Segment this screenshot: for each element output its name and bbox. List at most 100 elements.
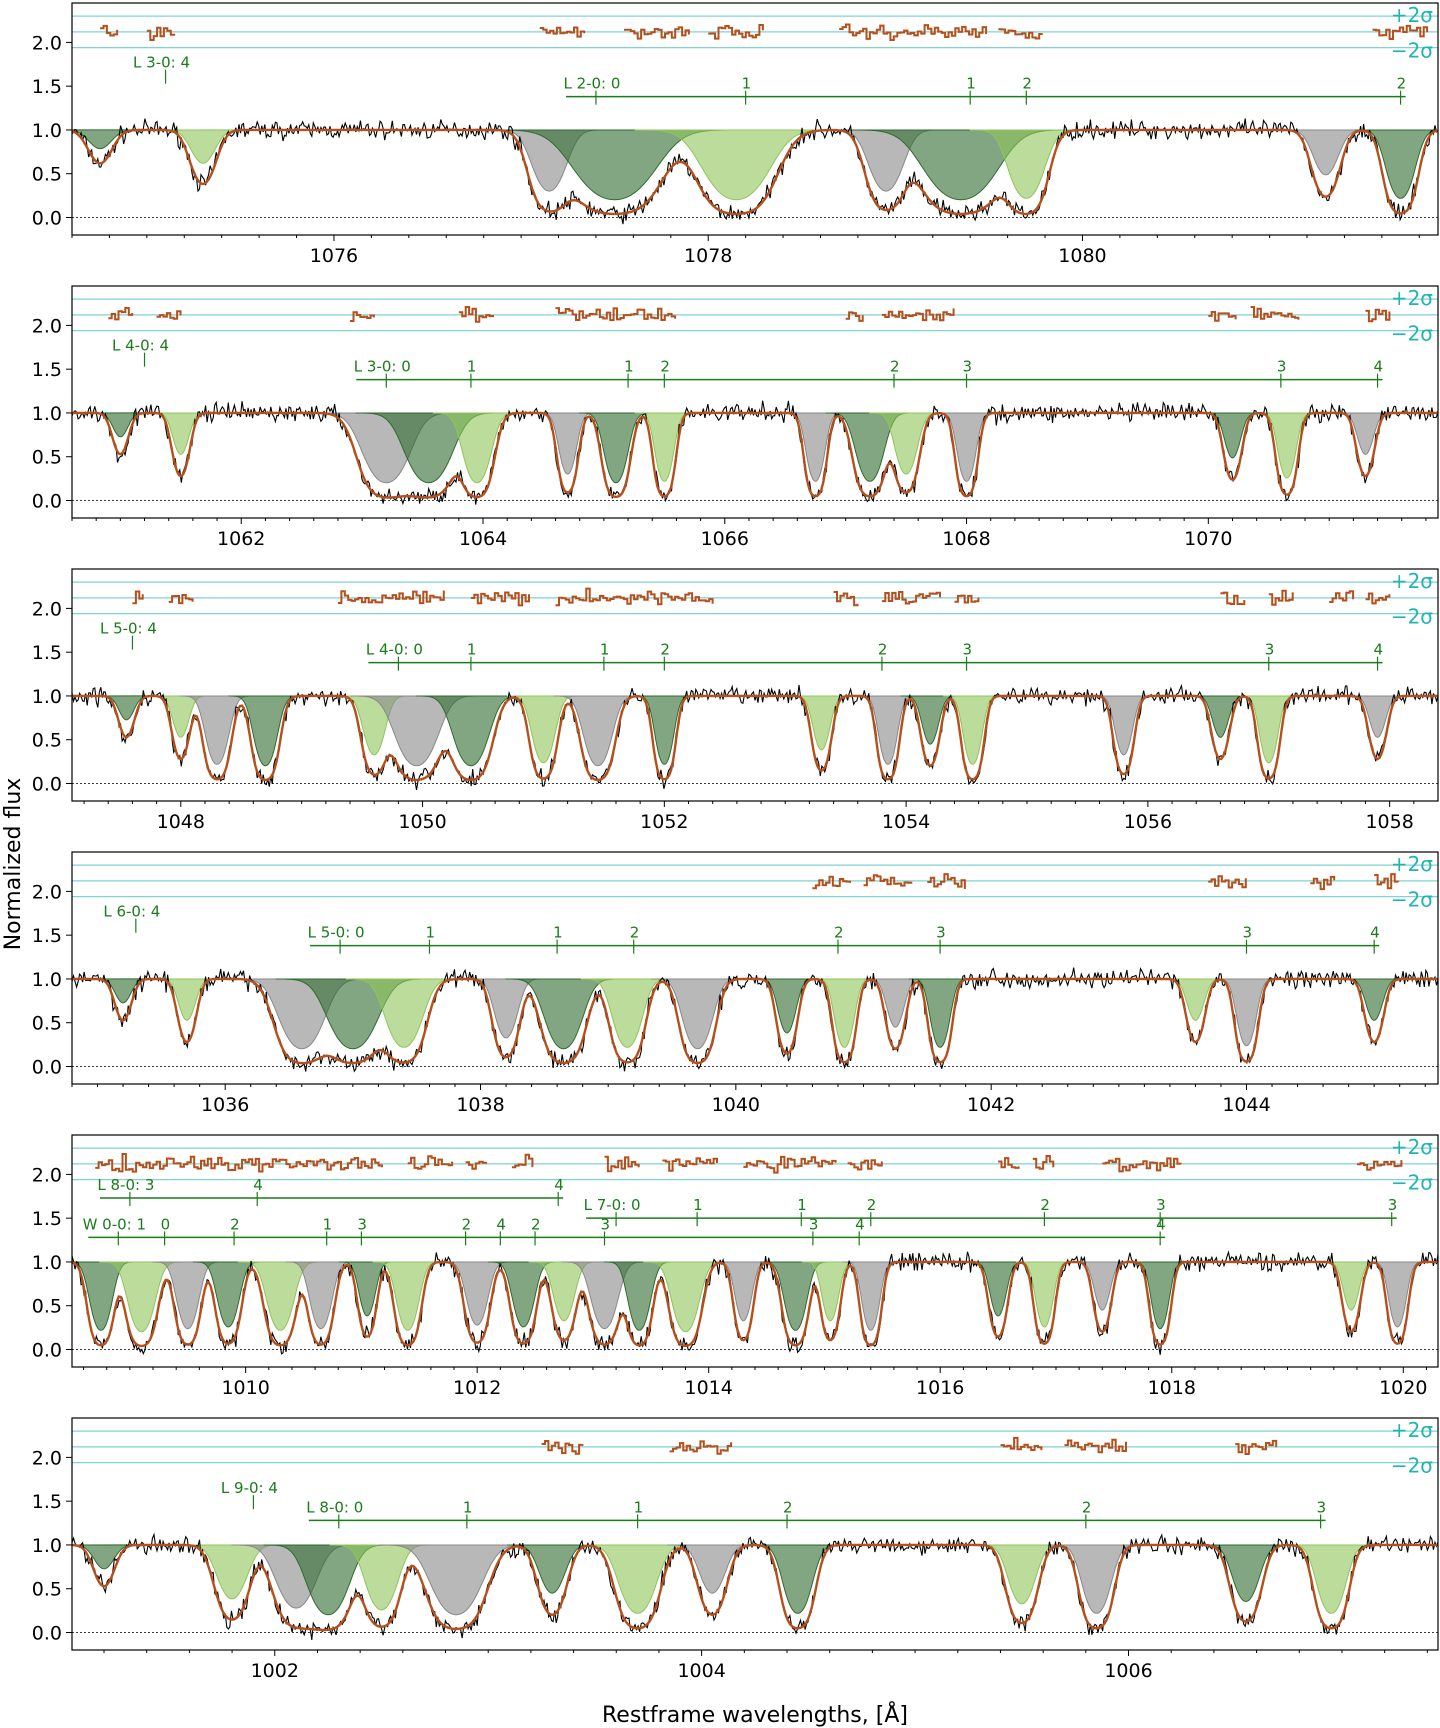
transition-label: 2 bbox=[660, 641, 670, 659]
transition-label: 3 bbox=[963, 358, 973, 376]
residual-segment bbox=[100, 24, 119, 37]
residual-segment bbox=[541, 1440, 584, 1455]
residual-segment bbox=[1250, 306, 1300, 320]
residual-segment bbox=[1032, 1155, 1055, 1170]
residual-segment bbox=[624, 26, 690, 40]
transition-label: 4 bbox=[554, 1176, 564, 1194]
y-tick-label: 0.0 bbox=[32, 490, 62, 512]
x-axis-title: Restframe wavelengths, [Å] bbox=[602, 1701, 908, 1728]
transition-label: 2 bbox=[462, 1215, 472, 1233]
panel-frame bbox=[71, 851, 1439, 1085]
residual-segment bbox=[458, 306, 494, 323]
transition-label: 1 bbox=[742, 75, 752, 93]
transition-label: 1 bbox=[467, 641, 477, 659]
panel-frame bbox=[71, 285, 1439, 519]
residual-segment bbox=[1365, 592, 1391, 605]
plot-area: L 6-0: 4 L 5-0: 0 1 1 2 2 3 3 4 bbox=[72, 864, 1438, 1073]
plot-area: L 4-0: 4 L 3-0: 0 1 1 2 2 3 3 4 bbox=[72, 298, 1438, 506]
y-tick-label: 1.5 bbox=[32, 76, 62, 98]
y-tick-label: 0.5 bbox=[32, 730, 62, 752]
x-tick-label: 1052 bbox=[640, 811, 688, 833]
x-tick-label: 1050 bbox=[398, 811, 446, 833]
component-profile bbox=[432, 412, 521, 484]
transition-label: 2 bbox=[660, 358, 670, 376]
x-tick-label: 1080 bbox=[1058, 245, 1106, 267]
x-tick-label: 1066 bbox=[701, 528, 749, 550]
x-tick-label: 1018 bbox=[1148, 1377, 1196, 1399]
transition-label: 2 bbox=[630, 924, 640, 942]
y-tick-label: 1.5 bbox=[32, 1491, 62, 1513]
residual-segment bbox=[95, 1153, 383, 1173]
residual-segment bbox=[845, 311, 864, 322]
y-tick-label: 0.5 bbox=[32, 164, 62, 186]
sigma-plus-label: +2σ bbox=[1391, 569, 1433, 593]
model-fit-line bbox=[72, 1543, 1438, 1632]
model-fit-line bbox=[72, 411, 1438, 499]
component-profile bbox=[580, 978, 674, 1048]
residual-segment bbox=[847, 1159, 883, 1171]
transition-label: 0 bbox=[161, 1215, 171, 1233]
sigma-plus-label: +2σ bbox=[1391, 852, 1433, 876]
residual-segment bbox=[539, 26, 586, 38]
model-fit-line bbox=[72, 1260, 1438, 1348]
y-tick-label: 0.5 bbox=[32, 1579, 62, 1601]
x-tick-label: 1076 bbox=[310, 245, 358, 267]
x-tick-label: 1070 bbox=[1184, 528, 1232, 550]
residual-segment bbox=[881, 308, 955, 322]
plot-area: L 3-0: 4 L 2-0: 0 1 1 2 2 bbox=[72, 15, 1438, 225]
sigma-plus-label: +2σ bbox=[1391, 286, 1433, 310]
x-tick-label: 1078 bbox=[684, 245, 732, 267]
panel-frame bbox=[71, 1417, 1439, 1651]
transition-label: 3 bbox=[1243, 924, 1253, 942]
y-axis-title: Normalized flux bbox=[1, 778, 26, 951]
plot-area: L 9-0: 4 L 8-0: 0 1 1 2 2 3 bbox=[72, 1430, 1438, 1640]
residual-segment bbox=[156, 310, 182, 320]
sigma-minus-label: −2σ bbox=[1391, 605, 1433, 629]
transition-label: L 4-0: 0 bbox=[366, 641, 423, 659]
residual-segment bbox=[863, 874, 913, 887]
y-tick-label: 1.0 bbox=[32, 1252, 62, 1274]
transition-label: 4 bbox=[855, 1215, 865, 1233]
component-profile bbox=[345, 978, 462, 1048]
transition-label: 2 bbox=[783, 1498, 793, 1516]
x-tick-label: 1002 bbox=[251, 1660, 299, 1682]
residual-segment bbox=[1000, 1436, 1043, 1451]
component-profile bbox=[579, 1544, 696, 1614]
plot-area: L 5-0: 4 L 4-0: 0 1 1 2 2 3 3 4 bbox=[72, 581, 1438, 790]
transition-label: L 8-0: 3 bbox=[97, 1176, 154, 1194]
transition-label: 4 bbox=[496, 1215, 506, 1233]
transition-label: 3 bbox=[1265, 641, 1275, 659]
transition-label: 1 bbox=[624, 358, 634, 376]
transition-label: 1 bbox=[797, 1196, 807, 1214]
transition-label: 4 bbox=[1156, 1215, 1166, 1233]
residual-segment bbox=[839, 23, 988, 41]
transition-label: 4 bbox=[253, 1176, 263, 1194]
component-profile bbox=[634, 129, 838, 201]
y-tick-label: 0.0 bbox=[32, 1622, 62, 1644]
y-tick-label: 1.5 bbox=[32, 359, 62, 381]
transition-label: 2 bbox=[890, 358, 900, 376]
transition-label: L 4-0: 4 bbox=[112, 337, 169, 355]
y-tick-label: 1.5 bbox=[32, 1208, 62, 1230]
residual-segment bbox=[470, 591, 530, 607]
x-tick-label: 1014 bbox=[685, 1377, 733, 1399]
transition-label: 3 bbox=[1388, 1196, 1398, 1214]
x-tick-label: 1010 bbox=[221, 1377, 269, 1399]
flux-data-line bbox=[72, 400, 1438, 506]
transition-label: 3 bbox=[601, 1215, 611, 1233]
transition-label: 1 bbox=[600, 641, 610, 659]
transition-label: 1 bbox=[463, 1498, 473, 1516]
spectrum-panel: L 3-0: 4 L 2-0: 0 1 1 2 2 +2σ −2σ 0.0 0.5 1.0 1.5 2.… bbox=[32, 2, 1439, 267]
transition-label: 3 bbox=[1317, 1498, 1327, 1516]
y-tick-label: 1.0 bbox=[32, 969, 62, 991]
flux-data-line bbox=[72, 1532, 1438, 1640]
residual-segment bbox=[1064, 1438, 1127, 1454]
transition-label: L 9-0: 4 bbox=[221, 1479, 278, 1497]
residual-segment bbox=[1329, 590, 1355, 603]
transition-label: 2 bbox=[878, 641, 888, 659]
transition-label: 1 bbox=[467, 358, 477, 376]
y-tick-label: 0.0 bbox=[32, 207, 62, 229]
transition-label: 1 bbox=[634, 1498, 644, 1516]
